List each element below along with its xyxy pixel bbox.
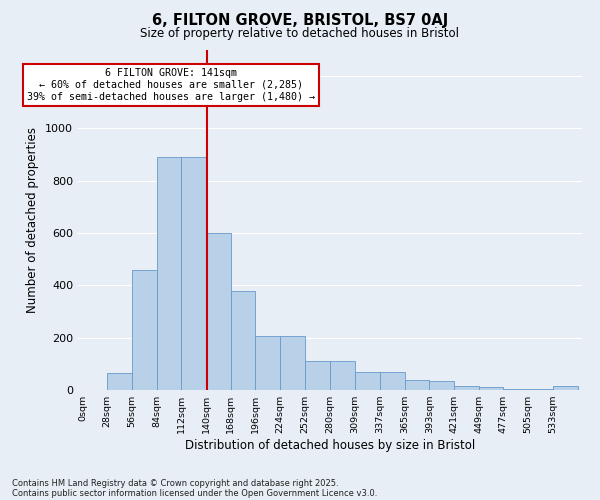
Bar bbox=[231, 290, 256, 390]
Bar bbox=[528, 388, 553, 390]
Bar bbox=[329, 361, 355, 390]
Text: Contains HM Land Registry data © Crown copyright and database right 2025.: Contains HM Land Registry data © Crown c… bbox=[12, 478, 338, 488]
Bar bbox=[305, 361, 329, 390]
Bar bbox=[553, 386, 578, 390]
Bar bbox=[107, 373, 132, 390]
Bar bbox=[479, 387, 503, 390]
Text: Contains public sector information licensed under the Open Government Licence v3: Contains public sector information licen… bbox=[12, 488, 377, 498]
Bar bbox=[429, 381, 454, 390]
Text: Size of property relative to detached houses in Bristol: Size of property relative to detached ho… bbox=[140, 28, 460, 40]
Bar bbox=[380, 372, 404, 390]
Bar bbox=[206, 233, 231, 390]
Bar bbox=[181, 157, 206, 390]
Bar bbox=[503, 388, 528, 390]
Bar bbox=[256, 336, 280, 390]
Bar bbox=[404, 380, 429, 390]
X-axis label: Distribution of detached houses by size in Bristol: Distribution of detached houses by size … bbox=[185, 439, 475, 452]
Bar bbox=[132, 270, 157, 390]
Bar bbox=[355, 372, 380, 390]
Text: 6, FILTON GROVE, BRISTOL, BS7 0AJ: 6, FILTON GROVE, BRISTOL, BS7 0AJ bbox=[152, 12, 448, 28]
Y-axis label: Number of detached properties: Number of detached properties bbox=[26, 127, 40, 313]
Text: 6 FILTON GROVE: 141sqm
← 60% of detached houses are smaller (2,285)
39% of semi-: 6 FILTON GROVE: 141sqm ← 60% of detached… bbox=[26, 68, 314, 102]
Bar bbox=[280, 336, 305, 390]
Bar bbox=[157, 157, 181, 390]
Bar bbox=[454, 386, 479, 390]
